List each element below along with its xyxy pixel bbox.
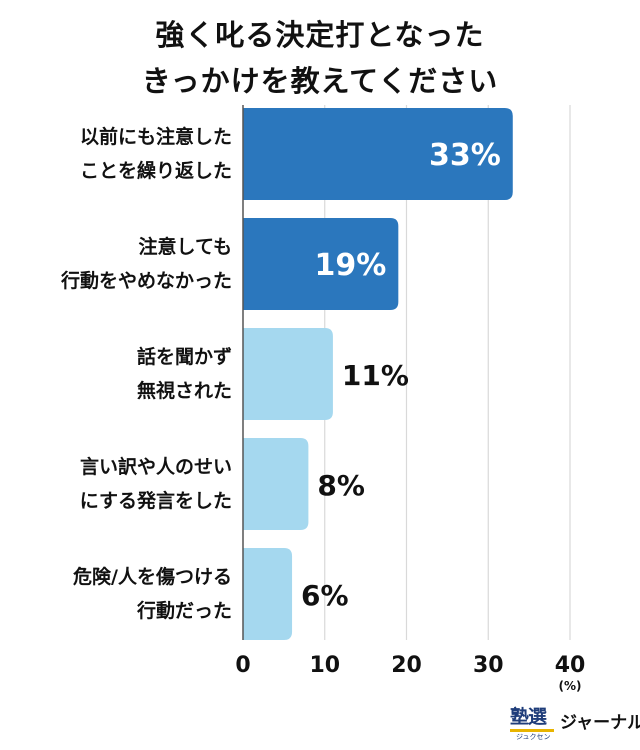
logo-text: ジャーナル (560, 713, 640, 733)
value-label-4: 6% (301, 579, 349, 612)
bar-3 (243, 438, 309, 530)
value-label-2: 11% (342, 359, 409, 392)
value-label-3: 8% (317, 469, 365, 502)
value-label-0: 33% (429, 138, 501, 173)
category-label-4-line-2: 行動だった (136, 599, 232, 622)
x-tick-label-10: 10 (309, 653, 340, 678)
category-label-0-line-1: 以前にも注意した (80, 125, 232, 148)
category-label-2-line-2: 無視された (137, 379, 232, 402)
category-label-3-line-1: 言い訳や人のせい (80, 455, 232, 478)
logo-underline (510, 729, 554, 732)
x-axis-unit: (%) (559, 679, 582, 693)
juku-sen-journal-logo: 塾選 ジュクセン ジャーナル (510, 700, 640, 744)
category-label-0-line-2: ことを繰り返した (80, 159, 232, 182)
bar-0 (243, 108, 513, 200)
x-tick-label-0: 0 (235, 653, 250, 678)
x-tick-label-30: 30 (473, 653, 504, 678)
bar-4 (243, 548, 293, 640)
logo-reading: ジュクセン (516, 733, 551, 741)
bar-2 (243, 328, 333, 420)
value-label-1: 19% (315, 248, 387, 283)
logo-kanji: 塾選 (510, 706, 547, 728)
bar-1 (243, 218, 399, 310)
category-label-4-line-1: 危険/人を傷つける (73, 565, 232, 588)
category-label-1-line-1: 注意しても (139, 235, 232, 258)
category-label-2-line-1: 話を聞かず (137, 345, 232, 368)
x-tick-label-40: 40 (555, 653, 586, 678)
chart-title-line-2: きっかけを教えてください (141, 64, 499, 98)
chart-title-line-1: 強く叱る決定打となった (155, 18, 485, 52)
category-label-1-line-2: 行動をやめなかった (60, 269, 232, 292)
category-label-3-line-2: にする発言をした (80, 489, 232, 512)
chart-title: 強く叱る決定打となった きっかけを教えてください (0, 12, 640, 104)
x-tick-label-20: 20 (391, 653, 422, 678)
